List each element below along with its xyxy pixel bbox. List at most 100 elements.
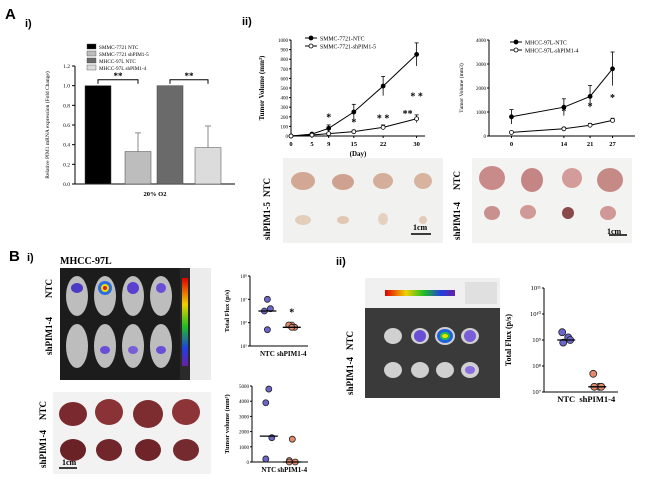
y-axis-label: Relative PIM1 mRNA expression (Fold Chan… [44,71,51,179]
bar-1 [84,85,112,185]
legend-swatch-1 [86,43,97,50]
y-tick-label: 500 [281,87,289,92]
series-line-2 [290,118,417,137]
sig-star-1: * [326,113,331,124]
data-point-NTC [262,399,270,407]
organ-label-sh: shPIM1-4 [345,357,355,395]
organ-label-ntc: NTC [345,330,355,350]
series-point-1 [587,94,593,99]
y-tick-label: 0 [286,135,289,140]
chart-b-i-volume: 0 1000 2000 3000 4000 5000 NTC shPIM1-4 Tumor vo… [224,385,308,474]
y-tick-label: 600 [281,77,289,82]
legend-label-2: MHCC-97L-shPIM1-4 [525,49,579,55]
panel-b-i-label: i) [27,252,34,264]
legend-label-2: SMMC-7721-shPIM1-5 [320,45,376,51]
y-tick-label: 800 [281,58,289,63]
legend-label-4: MHCC-97L shPIM1-4 [99,66,147,72]
mhcc-scale-label: 1cm [607,227,622,236]
y-tick-label: 10⁸ [532,363,542,370]
x-tick-label: 0 [510,141,513,148]
series-point-2 [351,129,357,135]
mice-label-sh: shPIM1-4 [44,317,54,355]
series-point-2 [610,118,615,123]
x-tick-label: 30 [413,141,420,148]
y-tick-label: 0.2 [63,162,70,168]
sig-star-2: * [351,117,356,128]
y-tick-label: 10⁹ [532,337,542,344]
series-point-2 [561,126,567,132]
mice-label-ntc: NTC [44,278,54,298]
y-tick-label: 3000 [476,63,487,68]
series-point-1 [414,51,420,57]
panel-a-ii-label: ii) [242,16,252,28]
y-axis-label: Total Flux (p/s) [224,290,231,332]
y-tick-label: 1.0 [63,84,70,90]
series-line-1 [290,54,417,137]
series-point-1 [610,66,615,72]
legend-marker-2 [513,47,519,53]
photo-organ-imaging [365,278,500,398]
x-tick-label: 0 [289,141,292,148]
series-point-1 [326,125,332,131]
x-tick-label: 5 [310,141,314,148]
y-tick-label: 10⁸ [240,274,247,280]
data-point-NTC [267,305,274,313]
photo-livers [53,392,211,474]
y-tick-label: 0.8 [63,103,70,109]
y-tick-label: 10⁷ [532,389,541,396]
x-category-label: NTC [261,466,276,474]
y-tick-label: 0 [484,135,487,140]
y-tick-label: 700 [281,68,289,73]
bar-3 [156,85,184,185]
y-axis-label: Tumor Volume (mm3) [458,63,465,113]
series-point-2 [587,122,593,128]
y-tick-label: 4000 [476,39,487,44]
legend-label-2: SMMC-7721 shPIM1-5 [99,52,149,58]
sig-bracket-2 [169,79,209,84]
legend-label-1: SMMC-7721 NTC [99,45,139,51]
liver-label-ntc: NTC [38,400,48,420]
y-tick-label: 100 [281,125,289,130]
photo-smmc-tumors [283,158,443,243]
data-point-NTC [264,295,271,303]
series-point-1 [351,109,357,115]
y-tick-label: 1.2 [63,64,70,70]
y-tick-label: 0 [247,461,250,466]
legend-label-1: MHCC-97L-NTC [525,41,567,47]
series-point-2 [414,116,420,122]
sig-bracket-1 [97,79,139,84]
y-tick-label: 0.0 [63,182,70,188]
y-tick-label: 300 [281,106,289,111]
series-line-2 [511,119,613,133]
series-point-2 [326,131,332,136]
data-point-NTC [265,385,273,393]
y-tick-label: 10¹⁰ [530,310,541,318]
legend-marker-1 [513,39,519,45]
bar-4 [194,147,222,185]
data-point-shPIM1-4 [589,369,598,378]
mhcc-photo-label-ntc: NTC [452,170,462,190]
x-category-label: shPIM1-4 [579,394,616,404]
panel-letter-a: A [5,6,16,23]
y-tick-label: 10⁵ [240,344,247,350]
series-line-1 [511,68,613,118]
y-tick-label: 200 [281,116,289,121]
chart-b-i-flux: 10⁵ 10⁶ 10⁷ 10⁸ NTC shPIM1-4 Total Flux (p/s) * [224,274,308,358]
y-tick-label: 400 [281,97,289,102]
sig-label-1: ** [114,71,124,81]
smmc-scale-label: 1cm [413,223,428,232]
x-tick-label: 21 [587,141,594,148]
data-point-shPIM1-4 [288,435,296,443]
photo-mice-imaging [60,268,211,380]
y-tick-label: 2000 [239,431,250,436]
x-tick-label: 9 [327,141,331,148]
mhcc-photo-label-sh: shPIM1-4 [452,202,462,240]
sig-star-5: ** [403,109,413,120]
panel-a-i-label: i) [25,18,32,30]
y-tick-label: 5000 [239,385,250,390]
chart-a-i-bar: 0.0 0.2 0.4 0.6 0.8 1.0 1.2 ** ** SMMC-7721 NTCSM… [44,43,235,198]
chart-a-ii-mhcc: 0 1000 2000 3000 4000 0 14 21 27 MHCC-97L-NTC MHCC… [458,39,635,148]
series-point-1 [509,114,514,120]
organ-bioluminescence-image [365,278,500,398]
y-axis-label: Total Flux (p/s) [504,314,513,366]
